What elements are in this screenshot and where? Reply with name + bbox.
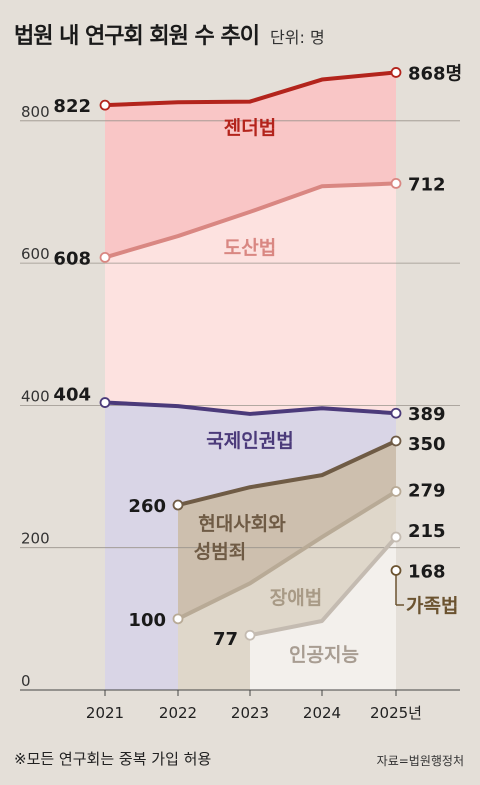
value-family-last: 168 [408,561,446,582]
point-family [390,565,402,576]
header: 법원 내 연구회 회원 수 추이 단위: 명 [14,18,325,50]
line-intl [104,400,397,416]
x-tick-label: 2023 [231,704,269,722]
area-gender [105,72,396,258]
source-note: 자료=법원행정처 [376,754,464,768]
area-ai [250,537,396,690]
value-disability-last: 279 [408,480,446,501]
series-label-ai: 인공지능 [289,644,359,666]
y-tick-label: 800 [21,103,50,121]
value-doshan-first: 608 [53,248,91,269]
value-ai-first: 77 [213,629,238,650]
point-doshan [390,178,402,189]
footnote: ※모든 연구회는 중복 가입 허용 [14,750,212,768]
x-tick-label: 2022 [159,704,197,722]
y-tick-label: 400 [21,387,50,405]
line-doshan [104,181,397,260]
point-modern [390,435,402,447]
point-disability [390,486,402,497]
point-ai [390,531,402,543]
value-modern-first: 260 [128,496,166,517]
area-doshan [105,183,396,414]
value-doshan-last: 712 [408,174,446,195]
chart-unit: 단위: 명 [270,28,325,47]
point-doshan [99,252,111,263]
series-label-modern-2: 성범죄 [194,541,246,563]
value-disability-first: 100 [128,610,166,631]
point-gender [390,67,402,78]
series-label-gender: 젠더법 [224,117,276,139]
y-tick-label: 600 [21,245,50,263]
series-label-intl: 국제인권법 [206,430,293,452]
point-intl [390,407,402,419]
chart-title: 법원 내 연구회 회원 수 추이 [14,24,260,49]
value-ai-last: 215 [408,521,446,542]
line-modern [177,439,397,507]
series-label-family: 가족법 [406,595,458,617]
series-label-modern-1: 현대사회와 [198,513,286,535]
value-gender-last: 868명 [408,63,462,84]
point-modern [172,499,184,511]
line-disability [177,489,398,621]
x-tick-label: 2021 [86,704,124,722]
y-tick-label: 200 [21,530,50,548]
point-ai [244,629,256,641]
x-tick-label: 2024 [303,704,341,722]
series-label-disability: 장애법 [270,587,322,609]
x-tick-label: 2025년 [370,704,422,722]
y-tick-label: 0 [21,672,31,690]
line-ai [249,535,398,638]
line-gender [104,70,397,108]
value-intl-first: 404 [53,385,91,406]
point-intl [99,397,111,408]
value-intl-last: 389 [408,404,446,425]
series-label-doshan: 도산법 [224,237,276,259]
value-gender-first: 822 [53,96,91,117]
point-gender [99,99,111,111]
point-disability [172,613,184,625]
value-modern-last: 350 [408,434,446,455]
